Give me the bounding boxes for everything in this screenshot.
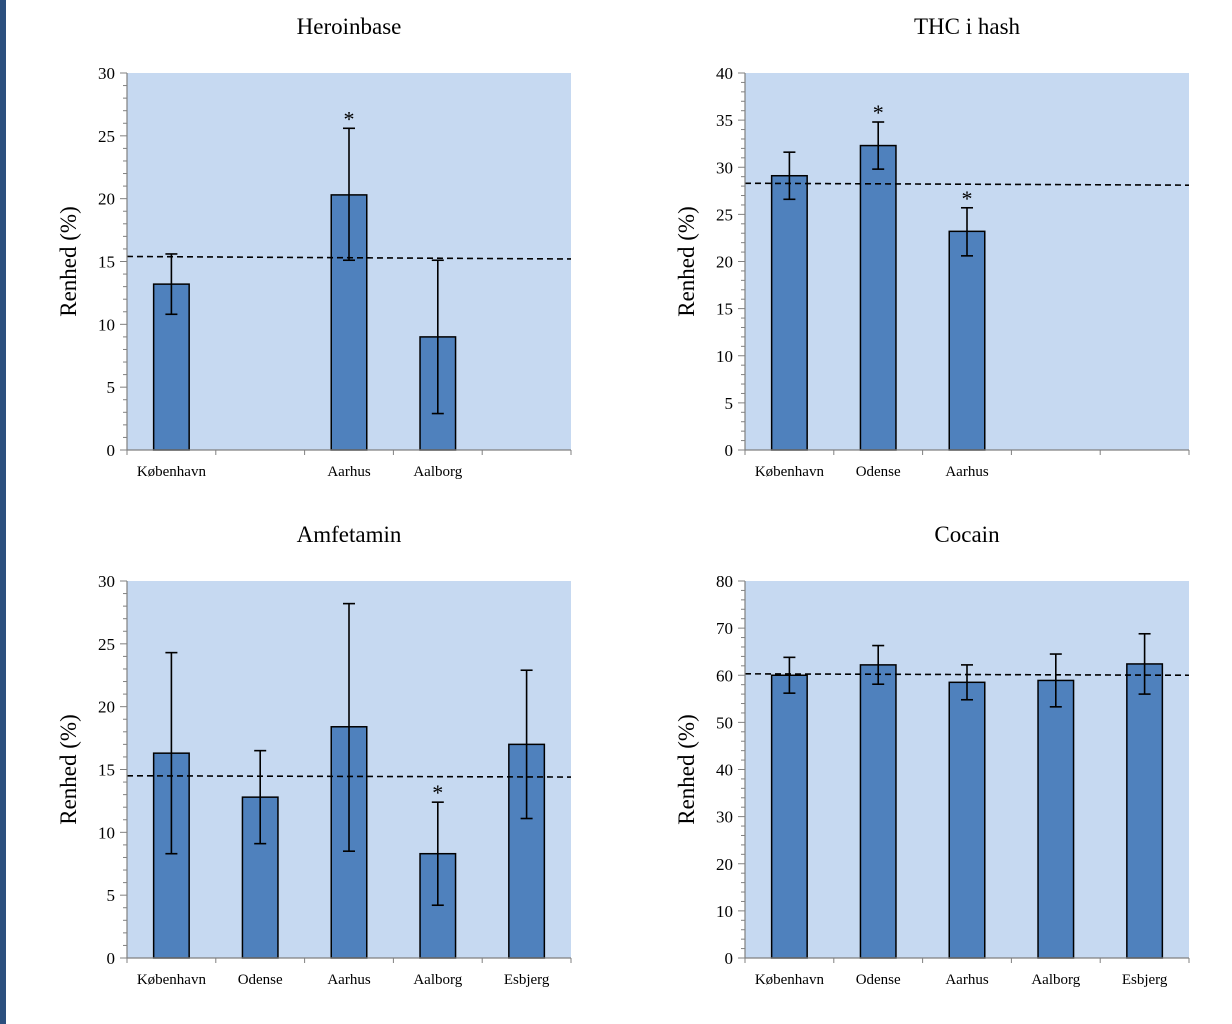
x-tick-label: Aarhus — [945, 972, 988, 988]
y-tick-label: 50 — [716, 713, 733, 732]
x-tick-label: København — [755, 464, 825, 480]
y-tick-label: 5 — [107, 886, 116, 905]
y-tick-label: 10 — [716, 902, 733, 921]
y-tick-label: 60 — [716, 666, 733, 685]
y-tick-label: 70 — [716, 619, 733, 638]
y-tick-label: 15 — [98, 253, 115, 272]
y-tick-label: 25 — [98, 127, 115, 146]
y-tick-label: 80 — [716, 572, 733, 591]
y-tick-label: 0 — [725, 441, 734, 460]
y-tick-label: 10 — [716, 347, 733, 366]
significance-star: * — [344, 106, 355, 131]
bar-Aalborg — [1037, 679, 1075, 959]
bar-Odense — [859, 144, 897, 451]
y-tick-label: 10 — [98, 823, 115, 842]
reference-line — [744, 673, 1190, 677]
y-axis-title: Renhed (%) — [56, 206, 81, 317]
x-tick-label: København — [137, 972, 207, 988]
y-tick-label: 40 — [716, 761, 733, 780]
x-tick-label: Esbjerg — [504, 972, 550, 988]
y-tick-label: 15 — [98, 761, 115, 780]
bar-København — [770, 174, 808, 451]
x-tick-label: Odense — [856, 464, 901, 480]
y-tick-label: 30 — [98, 572, 115, 591]
y-axis-title: Renhed (%) — [674, 206, 699, 317]
x-tick-label: Aarhus — [327, 972, 370, 988]
significance-star: * — [873, 100, 884, 125]
x-tick-label: Esbjerg — [1122, 972, 1168, 988]
x-tick-label: Aarhus — [945, 464, 988, 480]
significance-star: * — [432, 780, 443, 805]
y-tick-label: 20 — [98, 190, 115, 209]
y-tick-label: 30 — [716, 808, 733, 827]
bar-Odense — [859, 664, 897, 959]
y-tick-label: 25 — [716, 205, 733, 224]
reference-line — [744, 182, 1190, 186]
chart-title: Amfetamin — [297, 522, 402, 547]
chart-panel-2: THC i hash Renhed (%) * * 0 5 10 15 20 25 30 35 40 Kø… — [674, 14, 1190, 480]
x-tick-label: Odense — [238, 972, 283, 988]
y-tick-label: 5 — [725, 394, 734, 413]
chart-panel-4: Cocain Renhed (%) 0 10 20 30 40 50 60 70 80 Københa… — [674, 522, 1190, 988]
y-tick-label: 0 — [107, 441, 116, 460]
x-tick-label: Aalborg — [1031, 972, 1080, 988]
y-axis-title: Renhed (%) — [674, 714, 699, 825]
y-tick-label: 0 — [107, 949, 116, 968]
y-tick-label: 30 — [98, 64, 115, 83]
chart-title: THC i hash — [914, 14, 1021, 39]
bar-København — [770, 674, 808, 959]
y-tick-label: 15 — [716, 300, 733, 319]
chart-title: Heroinbase — [297, 14, 402, 39]
x-tick-label: Aarhus — [327, 464, 370, 480]
x-tick-label: Aalborg — [413, 972, 462, 988]
reference-line — [126, 255, 572, 260]
left-border-rule — [0, 0, 6, 1024]
y-tick-label: 10 — [98, 315, 115, 334]
bar-Aarhus — [948, 230, 986, 451]
reference-line — [126, 774, 572, 778]
y-tick-label: 25 — [98, 635, 115, 654]
bar-Aarhus — [948, 681, 986, 959]
y-tick-label: 35 — [716, 111, 733, 130]
y-tick-label: 0 — [725, 949, 734, 968]
y-tick-label: 20 — [716, 253, 733, 272]
chart-panel-3: Amfetamin Renhed (%) * 0 5 10 15 20 25 30 Københav… — [56, 522, 572, 988]
y-tick-label: 20 — [98, 698, 115, 717]
y-tick-label: 40 — [716, 64, 733, 83]
y-axis-title: Renhed (%) — [56, 714, 81, 825]
chart-panel-1: Heroinbase Renhed (%) * 0 5 10 15 20 25 30 Københa… — [56, 14, 572, 480]
x-tick-label: Odense — [856, 972, 901, 988]
y-tick-label: 20 — [716, 855, 733, 874]
y-tick-label: 5 — [107, 378, 116, 397]
significance-star: * — [962, 186, 973, 211]
y-tick-label: 30 — [716, 158, 733, 177]
x-tick-label: København — [137, 464, 207, 480]
x-tick-label: København — [755, 972, 825, 988]
chart-title: Cocain — [934, 522, 1000, 547]
x-tick-label: Aalborg — [413, 464, 462, 480]
bar-Esbjerg — [1126, 663, 1164, 959]
